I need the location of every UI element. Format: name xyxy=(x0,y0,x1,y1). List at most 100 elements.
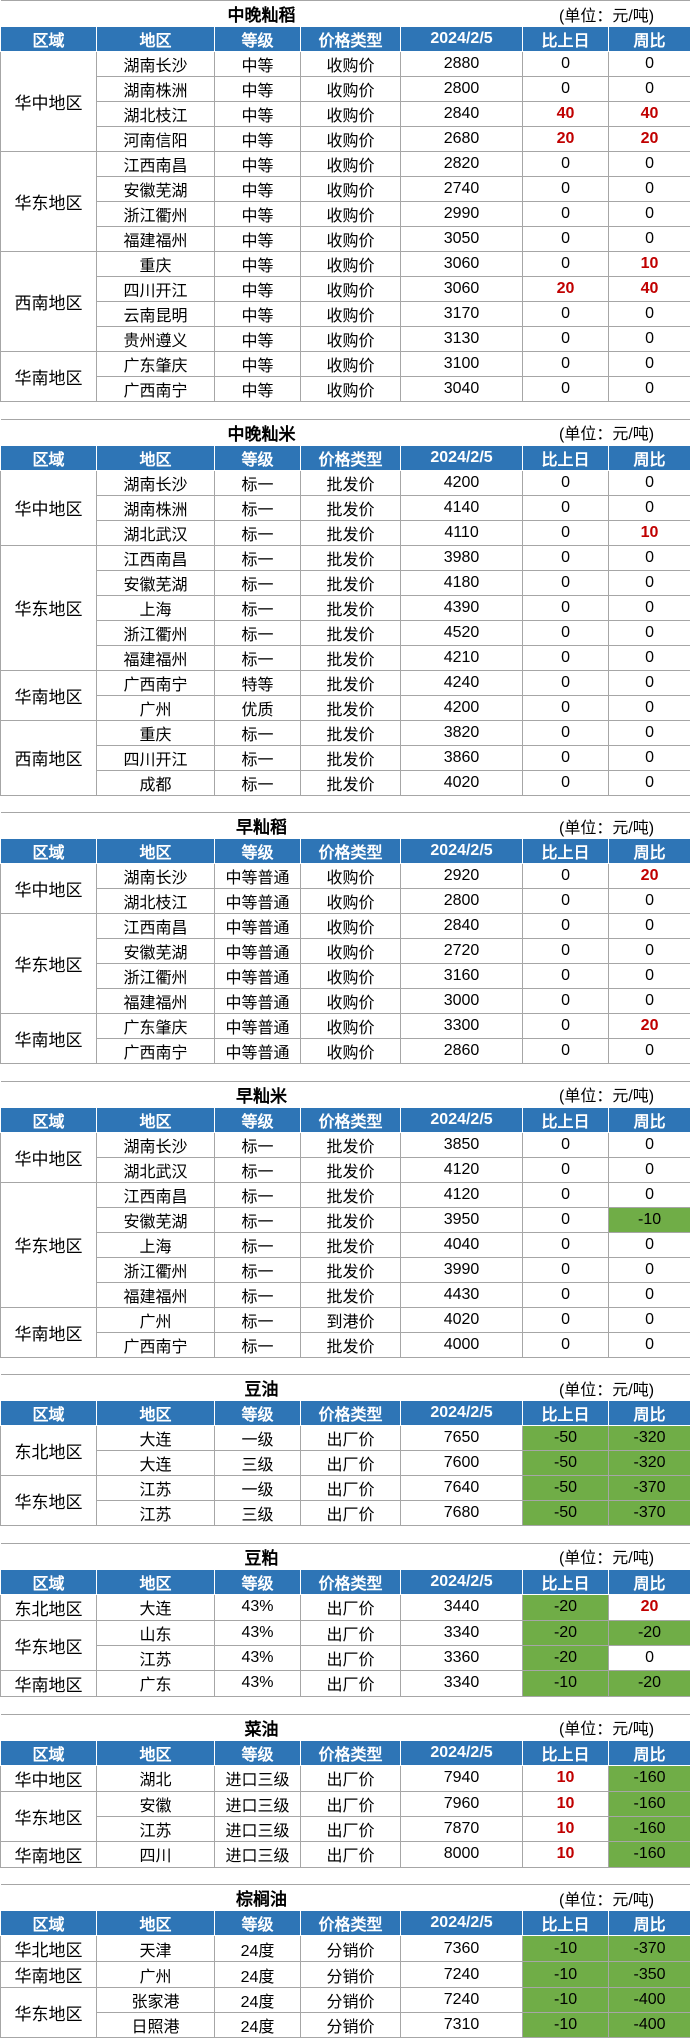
value-cell: 0 xyxy=(609,645,690,670)
value-cell: 0 xyxy=(523,914,609,939)
value-cell: 0 xyxy=(523,202,609,227)
value-cell: 0 xyxy=(523,520,609,545)
header-cell: 2024/2/5 xyxy=(401,1740,523,1765)
text-cell: 进口三级 xyxy=(215,1765,301,1791)
text-cell: 批发价 xyxy=(301,595,401,620)
text-cell: 中等 xyxy=(215,102,301,127)
text-cell: 大连 xyxy=(97,1426,215,1451)
header-cell: 2024/2/5 xyxy=(401,445,523,470)
value-cell: -50 xyxy=(523,1476,609,1501)
value-cell: -20 xyxy=(523,1594,609,1620)
text-cell: 收购价 xyxy=(301,227,401,252)
value-cell: 0 xyxy=(523,720,609,745)
text-cell: 出厂价 xyxy=(301,1791,401,1816)
text-cell: 浙江衢州 xyxy=(97,620,215,645)
text-cell: 福建福州 xyxy=(97,989,215,1014)
value-cell: -10 xyxy=(523,1962,609,1988)
text-cell: 广东肇庆 xyxy=(97,1014,215,1039)
value-cell: 0 xyxy=(523,1282,609,1307)
text-cell: 出厂价 xyxy=(301,1426,401,1451)
text-cell: 浙江衢州 xyxy=(97,202,215,227)
value-cell: 3340 xyxy=(401,1620,523,1645)
value-cell: 7240 xyxy=(401,1988,523,2013)
text-cell: 标一 xyxy=(215,1132,301,1157)
value-cell: 0 xyxy=(609,177,690,202)
text-cell: 浙江衢州 xyxy=(97,1257,215,1282)
text-cell: 标一 xyxy=(215,1207,301,1232)
text-cell: 标一 xyxy=(215,595,301,620)
value-cell: 10 xyxy=(609,520,690,545)
text-cell: 江苏 xyxy=(97,1645,215,1670)
value-cell: 7240 xyxy=(401,1962,523,1988)
text-cell: 优质 xyxy=(215,695,301,720)
text-cell: 广西南宁 xyxy=(97,670,215,695)
text-cell: 标一 xyxy=(215,1232,301,1257)
text-cell: 进口三级 xyxy=(215,1816,301,1841)
value-cell: 0 xyxy=(609,1132,690,1157)
value-cell: 3170 xyxy=(401,302,523,327)
text-cell: 一级 xyxy=(215,1476,301,1501)
text-cell: 分销价 xyxy=(301,2013,401,2038)
text-cell: 中等 xyxy=(215,352,301,377)
text-cell: 标一 xyxy=(215,770,301,795)
text-cell: 收购价 xyxy=(301,77,401,102)
value-cell: 10 xyxy=(523,1765,609,1791)
value-cell: 0 xyxy=(523,302,609,327)
text-cell: 标一 xyxy=(215,1282,301,1307)
text-cell: 24度 xyxy=(215,1936,301,1962)
value-cell: 4200 xyxy=(401,470,523,495)
text-cell: 湖北武汉 xyxy=(97,1157,215,1182)
value-cell: 20 xyxy=(523,277,609,302)
text-cell: 重庆 xyxy=(97,252,215,277)
value-cell: 0 xyxy=(523,1207,609,1232)
value-cell: 0 xyxy=(609,470,690,495)
header-cell: 比上日 xyxy=(523,1107,609,1132)
header-cell: 区域 xyxy=(1,1569,97,1594)
region-cell: 华中地区 xyxy=(1,1132,97,1182)
text-cell: 批发价 xyxy=(301,645,401,670)
text-cell: 重庆 xyxy=(97,720,215,745)
title-row: 豆粕(单位：元/吨) xyxy=(1,1543,690,1569)
unit-label: (单位：元/吨) xyxy=(523,1543,690,1569)
text-cell: 中等普通 xyxy=(215,989,301,1014)
value-cell: 0 xyxy=(523,352,609,377)
value-cell: 40 xyxy=(609,277,690,302)
text-cell: 天津 xyxy=(97,1936,215,1962)
value-cell: 0 xyxy=(609,939,690,964)
text-cell: 中等 xyxy=(215,377,301,402)
text-cell: 湖南株洲 xyxy=(97,77,215,102)
text-cell: 四川开江 xyxy=(97,745,215,770)
text-cell: 到港价 xyxy=(301,1307,401,1332)
text-cell: 湖北枝江 xyxy=(97,889,215,914)
value-cell: 20 xyxy=(523,127,609,152)
value-cell: 0 xyxy=(609,1182,690,1207)
value-cell: 0 xyxy=(523,252,609,277)
region-cell: 华南地区 xyxy=(1,1670,97,1696)
value-cell: -160 xyxy=(609,1791,690,1816)
value-cell: 4180 xyxy=(401,570,523,595)
header-cell: 比上日 xyxy=(523,445,609,470)
header-cell: 周比 xyxy=(609,1569,690,1594)
text-cell: 43% xyxy=(215,1670,301,1696)
text-cell: 标一 xyxy=(215,645,301,670)
value-cell: 4110 xyxy=(401,520,523,545)
value-cell: 2880 xyxy=(401,52,523,77)
text-cell: 广西南宁 xyxy=(97,377,215,402)
